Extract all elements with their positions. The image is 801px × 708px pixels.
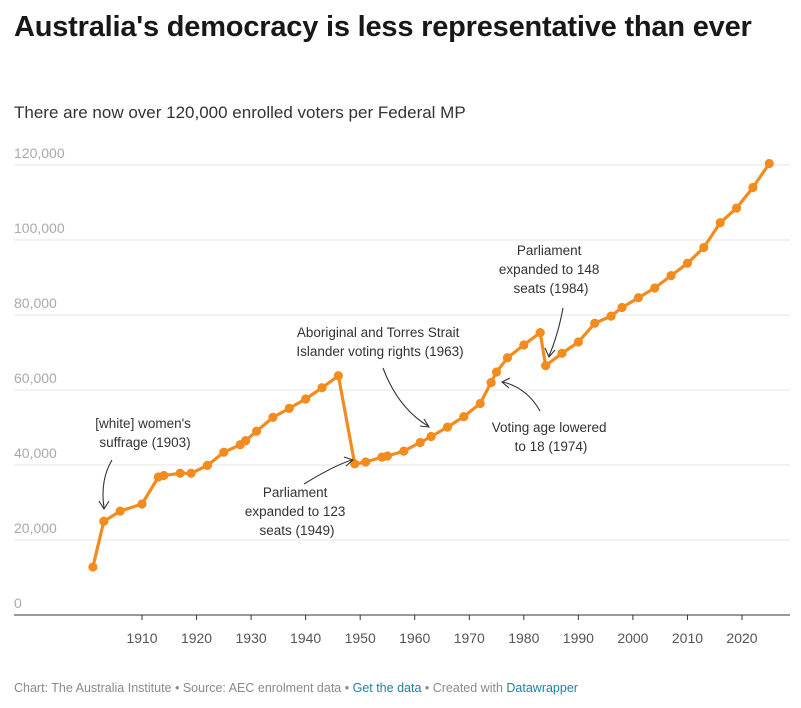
data-point xyxy=(502,353,513,363)
x-tick-label: 2020 xyxy=(726,630,757,646)
data-point xyxy=(137,499,147,509)
data-point xyxy=(573,337,583,347)
data-point xyxy=(475,398,485,409)
y-tick-label: 0 xyxy=(14,595,22,611)
y-tick-label: 120,000 xyxy=(14,145,65,161)
annotation-parliament-1949: Parliament expanded to 123 seats (1949) xyxy=(245,485,349,538)
y-axis-ticks: 0 20,000 40,000 60,000 80,000 100,000 120,000 xyxy=(14,145,65,611)
data-point xyxy=(159,470,169,481)
chart-credit: Chart: The Australia Institute xyxy=(14,681,172,695)
data-point xyxy=(459,412,469,422)
chart-footer: Chart: The Australia Institute • Source:… xyxy=(14,681,578,695)
arrow-head-parliament-1984 xyxy=(544,347,556,359)
x-tick-label: 1940 xyxy=(290,630,321,646)
chart-subtitle: There are now over 120,000 enrolled vote… xyxy=(14,103,466,122)
x-tick-label: 1930 xyxy=(236,630,267,646)
data-point xyxy=(633,293,643,303)
y-tick-label: 40,000 xyxy=(14,445,57,461)
data-point xyxy=(715,218,725,228)
created-with-label: Created with xyxy=(432,681,507,695)
data-point xyxy=(442,422,453,432)
arrow-parliament-1984 xyxy=(548,307,564,357)
x-tick-label: 1990 xyxy=(563,630,594,646)
data-point xyxy=(731,203,742,213)
data-point xyxy=(268,412,278,422)
y-tick-label: 60,000 xyxy=(14,370,57,386)
data-point xyxy=(606,311,616,321)
annotation-indigenous-voting: Aboriginal and Torres Strait Islander vo… xyxy=(296,325,463,359)
data-point xyxy=(535,328,545,338)
data-point xyxy=(115,506,125,516)
arrow-head-parliament-1949 xyxy=(343,456,355,467)
y-tick-label: 80,000 xyxy=(14,295,57,311)
data-point xyxy=(519,340,529,350)
x-axis: 1910 1920 1930 1940 1950 1960 1970 1980 1990 2000… xyxy=(14,614,790,646)
arrow-head-indigenous-voting xyxy=(419,418,431,428)
data-point xyxy=(333,371,343,381)
chart-title: Australia's democracy is less representa… xyxy=(14,11,752,43)
data-point xyxy=(284,403,294,413)
x-tick-label: 1960 xyxy=(399,630,430,646)
y-tick-label: 100,000 xyxy=(14,220,65,236)
data-point xyxy=(764,158,774,169)
data-point xyxy=(399,446,409,456)
data-point xyxy=(186,468,196,478)
arrow-head-womens-suffrage xyxy=(98,500,110,511)
arrow-womens-suffrage xyxy=(102,459,113,509)
data-point xyxy=(219,447,229,457)
data-point xyxy=(202,460,213,470)
arrow-voting-age xyxy=(502,381,541,412)
y-tick-label: 20,000 xyxy=(14,520,57,536)
data-point xyxy=(590,318,600,328)
data-point xyxy=(415,437,425,448)
data-point xyxy=(88,562,98,572)
x-tick-label: 1920 xyxy=(181,630,212,646)
x-tick-label: 1910 xyxy=(126,630,157,646)
annotation-parliament-1984: Parliament expanded to 148 seats (1984) xyxy=(499,243,603,296)
grid-lines xyxy=(14,164,790,541)
arrow-head-voting-age xyxy=(501,377,511,389)
data-point xyxy=(699,242,709,253)
x-tick-label: 2010 xyxy=(672,630,703,646)
datawrapper-link[interactable]: Datawrapper xyxy=(506,681,578,695)
data-point xyxy=(666,271,676,281)
data-point xyxy=(541,361,551,371)
data-point xyxy=(426,431,436,442)
annotation-voting-age: Voting age lowered to 18 (1974) xyxy=(492,420,611,454)
data-point xyxy=(491,367,502,377)
annotations: [white] women's suffrage (1903) Parliame… xyxy=(95,243,611,538)
data-point xyxy=(382,451,393,461)
data-point xyxy=(350,459,360,469)
data-point xyxy=(748,182,758,193)
data-point xyxy=(682,258,693,268)
series-voters-per-mp xyxy=(88,158,774,572)
data-point xyxy=(650,283,660,293)
data-point xyxy=(99,516,109,526)
annotation-womens-suffrage: [white] women's suffrage (1903) xyxy=(95,416,194,450)
data-point xyxy=(557,348,567,358)
get-the-data-link[interactable]: Get the data xyxy=(352,681,422,695)
x-tick-label: 1950 xyxy=(345,630,376,646)
data-point xyxy=(486,377,496,388)
data-point xyxy=(317,383,327,393)
data-point xyxy=(175,468,185,478)
data-source: Source: AEC enrolment data xyxy=(182,681,342,695)
data-point xyxy=(241,436,251,446)
data-point xyxy=(301,394,311,404)
series-line xyxy=(91,161,771,569)
data-point xyxy=(617,302,627,313)
x-tick-label: 1970 xyxy=(454,630,485,646)
arrow-indigenous-voting xyxy=(382,367,429,427)
x-tick-label: 2000 xyxy=(617,630,648,646)
arrow-parliament-1949 xyxy=(303,459,353,485)
annotation-arrows xyxy=(98,307,564,511)
data-point xyxy=(251,426,262,436)
data-point xyxy=(361,457,371,467)
x-tick-label: 1980 xyxy=(508,630,539,646)
